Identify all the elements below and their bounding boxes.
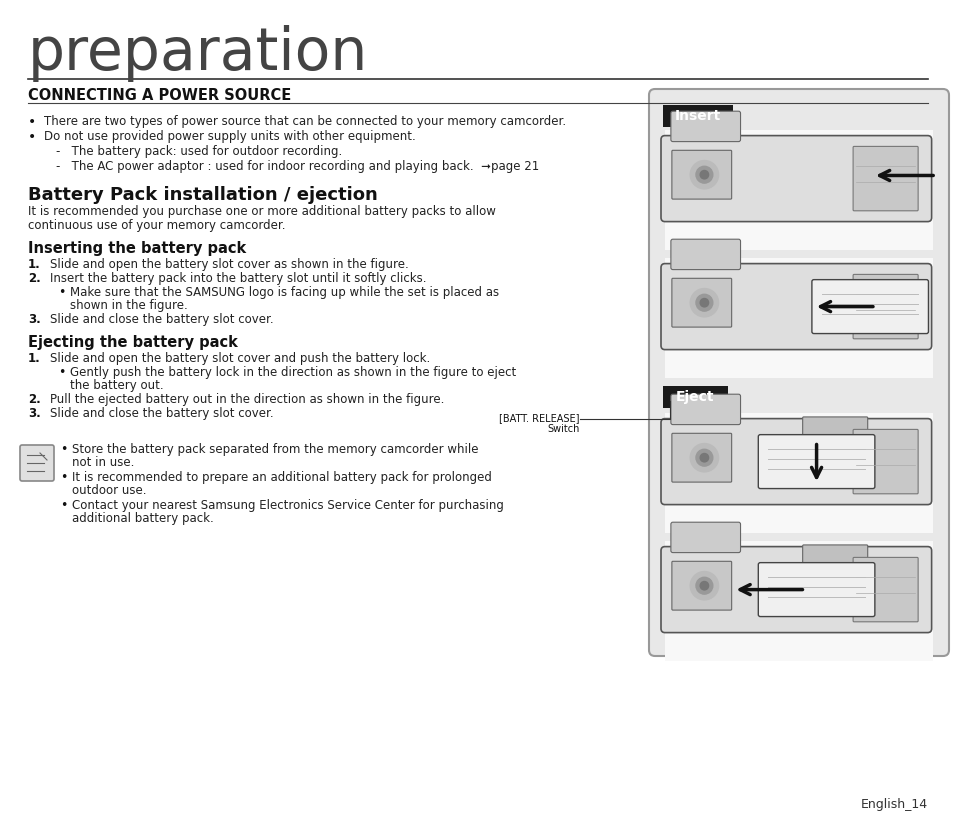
FancyBboxPatch shape bbox=[664, 541, 932, 661]
Circle shape bbox=[690, 444, 718, 472]
Text: -   The AC power adaptor : used for indoor recording and playing back.  ➞page 21: - The AC power adaptor : used for indoor… bbox=[56, 160, 538, 173]
Text: Slide and open the battery slot cover and push the battery lock.: Slide and open the battery slot cover an… bbox=[50, 352, 430, 365]
Text: Pull the ejected battery out in the direction as shown in the figure.: Pull the ejected battery out in the dire… bbox=[50, 393, 444, 406]
Circle shape bbox=[700, 454, 708, 462]
Text: 2.: 2. bbox=[28, 393, 41, 406]
FancyBboxPatch shape bbox=[670, 522, 740, 553]
Text: 1.: 1. bbox=[28, 258, 41, 271]
FancyBboxPatch shape bbox=[758, 435, 874, 488]
Circle shape bbox=[690, 572, 718, 600]
FancyBboxPatch shape bbox=[801, 417, 867, 463]
Circle shape bbox=[696, 167, 712, 183]
FancyBboxPatch shape bbox=[662, 105, 732, 127]
FancyBboxPatch shape bbox=[662, 386, 727, 408]
Text: outdoor use.: outdoor use. bbox=[71, 484, 147, 497]
Circle shape bbox=[690, 289, 718, 317]
Circle shape bbox=[696, 450, 712, 466]
Text: Contact your nearest Samsung Electronics Service Center for purchasing: Contact your nearest Samsung Electronics… bbox=[71, 499, 503, 512]
Text: There are two types of power source that can be connected to your memory camcord: There are two types of power source that… bbox=[44, 115, 565, 128]
Text: •: • bbox=[60, 443, 68, 456]
Text: It is recommended you purchase one or more additional battery packs to allow: It is recommended you purchase one or mo… bbox=[28, 205, 496, 218]
Text: Slide and open the battery slot cover as shown in the figure.: Slide and open the battery slot cover as… bbox=[50, 258, 408, 271]
Text: Insert: Insert bbox=[674, 109, 720, 123]
Text: Eject: Eject bbox=[676, 390, 714, 404]
Text: Store the battery pack separated from the memory camcorder while: Store the battery pack separated from th… bbox=[71, 443, 478, 456]
FancyBboxPatch shape bbox=[852, 275, 917, 339]
FancyBboxPatch shape bbox=[671, 150, 731, 199]
Text: Inserting the battery pack: Inserting the battery pack bbox=[28, 241, 246, 256]
Text: Slide and close the battery slot cover.: Slide and close the battery slot cover. bbox=[50, 407, 274, 420]
FancyBboxPatch shape bbox=[664, 130, 932, 250]
Text: [BATT. RELEASE]: [BATT. RELEASE] bbox=[499, 413, 579, 423]
Text: 3.: 3. bbox=[28, 407, 41, 420]
FancyBboxPatch shape bbox=[660, 135, 931, 222]
Text: It is recommended to prepare an additional battery pack for prolonged: It is recommended to prepare an addition… bbox=[71, 471, 492, 484]
Circle shape bbox=[690, 161, 718, 189]
Text: -   The battery pack: used for outdoor recording.: - The battery pack: used for outdoor rec… bbox=[56, 145, 342, 158]
FancyBboxPatch shape bbox=[671, 561, 731, 610]
Circle shape bbox=[696, 578, 712, 594]
FancyBboxPatch shape bbox=[811, 280, 927, 333]
Circle shape bbox=[700, 299, 708, 307]
FancyBboxPatch shape bbox=[664, 258, 932, 378]
Text: shown in the figure.: shown in the figure. bbox=[70, 299, 188, 312]
Text: English_14: English_14 bbox=[860, 798, 927, 811]
FancyBboxPatch shape bbox=[671, 433, 731, 482]
FancyBboxPatch shape bbox=[671, 278, 731, 327]
Text: •: • bbox=[58, 366, 66, 379]
Text: •: • bbox=[58, 286, 66, 299]
FancyBboxPatch shape bbox=[664, 413, 932, 533]
Text: the battery out.: the battery out. bbox=[70, 379, 164, 392]
Text: 1.: 1. bbox=[28, 352, 41, 365]
Text: •: • bbox=[60, 471, 68, 484]
Text: Slide and close the battery slot cover.: Slide and close the battery slot cover. bbox=[50, 313, 274, 326]
Text: 3.: 3. bbox=[28, 313, 41, 326]
Text: additional battery pack.: additional battery pack. bbox=[71, 512, 213, 525]
Text: •: • bbox=[28, 130, 36, 144]
Text: CONNECTING A POWER SOURCE: CONNECTING A POWER SOURCE bbox=[28, 88, 291, 103]
Text: continuous use of your memory camcorder.: continuous use of your memory camcorder. bbox=[28, 219, 285, 232]
Circle shape bbox=[696, 295, 712, 311]
Text: Do not use provided power supply units with other equipment.: Do not use provided power supply units w… bbox=[44, 130, 416, 143]
Text: Insert the battery pack into the battery slot until it softly clicks.: Insert the battery pack into the battery… bbox=[50, 272, 426, 285]
Text: preparation: preparation bbox=[28, 25, 368, 82]
FancyBboxPatch shape bbox=[660, 264, 931, 350]
Text: not in use.: not in use. bbox=[71, 456, 134, 469]
FancyBboxPatch shape bbox=[758, 563, 874, 616]
FancyBboxPatch shape bbox=[852, 429, 917, 494]
Text: Ejecting the battery pack: Ejecting the battery pack bbox=[28, 335, 237, 350]
Text: 2.: 2. bbox=[28, 272, 41, 285]
FancyBboxPatch shape bbox=[670, 111, 740, 142]
FancyBboxPatch shape bbox=[660, 547, 931, 633]
FancyBboxPatch shape bbox=[670, 394, 740, 425]
Text: Switch: Switch bbox=[547, 424, 579, 434]
Circle shape bbox=[700, 582, 708, 590]
FancyBboxPatch shape bbox=[660, 418, 931, 505]
FancyBboxPatch shape bbox=[670, 239, 740, 270]
Circle shape bbox=[700, 171, 708, 179]
FancyBboxPatch shape bbox=[20, 445, 54, 481]
FancyBboxPatch shape bbox=[648, 89, 948, 656]
Text: •: • bbox=[28, 115, 36, 129]
Text: Make sure that the SAMSUNG logo is facing up while the set is placed as: Make sure that the SAMSUNG logo is facin… bbox=[70, 286, 498, 299]
Text: •: • bbox=[60, 499, 68, 512]
Text: Gently push the battery lock in the direction as shown in the figure to eject: Gently push the battery lock in the dire… bbox=[70, 366, 516, 379]
FancyBboxPatch shape bbox=[852, 146, 917, 211]
FancyBboxPatch shape bbox=[801, 545, 867, 591]
FancyBboxPatch shape bbox=[852, 558, 917, 622]
Text: Battery Pack installation / ejection: Battery Pack installation / ejection bbox=[28, 186, 377, 204]
